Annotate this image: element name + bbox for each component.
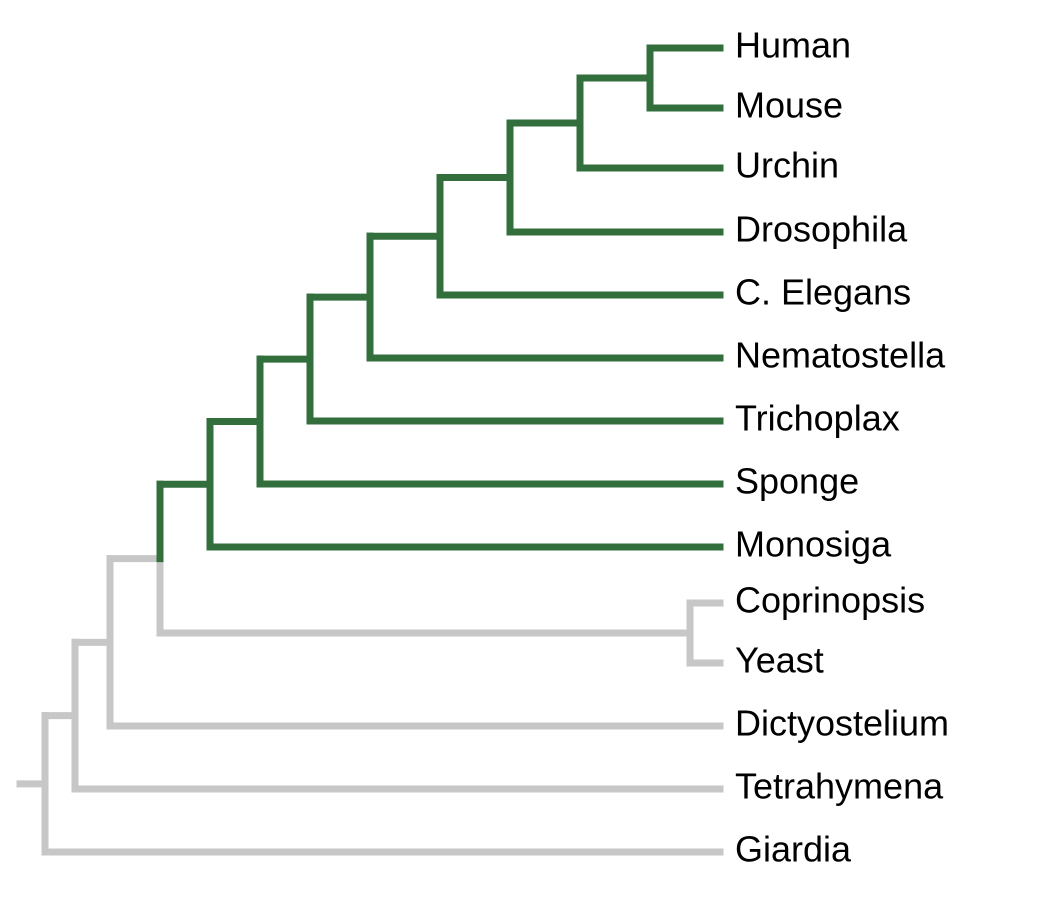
labels: Human Mouse Urchin Drosophila C. Elegans Nema… (735, 25, 949, 870)
label-monosiga: Monosiga (735, 524, 892, 565)
label-urchin: Urchin (735, 145, 839, 186)
layer-grey (20, 484, 720, 852)
label-celegans: C. Elegans (735, 272, 911, 313)
layer-green (160, 48, 720, 559)
label-tetrahymena: Tetrahymena (735, 766, 944, 807)
label-yeast: Yeast (735, 640, 824, 681)
phylogenetic-tree: Human Mouse Urchin Drosophila C. Elegans Nema… (0, 0, 1049, 900)
label-human: Human (735, 25, 851, 66)
label-giardia: Giardia (735, 829, 852, 870)
label-sponge: Sponge (735, 461, 859, 502)
label-nematostella: Nematostella (735, 335, 946, 376)
label-drosophila: Drosophila (735, 209, 908, 250)
label-trichoplax: Trichoplax (735, 398, 900, 439)
label-coprinopsis: Coprinopsis (735, 580, 925, 621)
label-dictyostelium: Dictyostelium (735, 703, 949, 744)
label-mouse: Mouse (735, 85, 843, 126)
